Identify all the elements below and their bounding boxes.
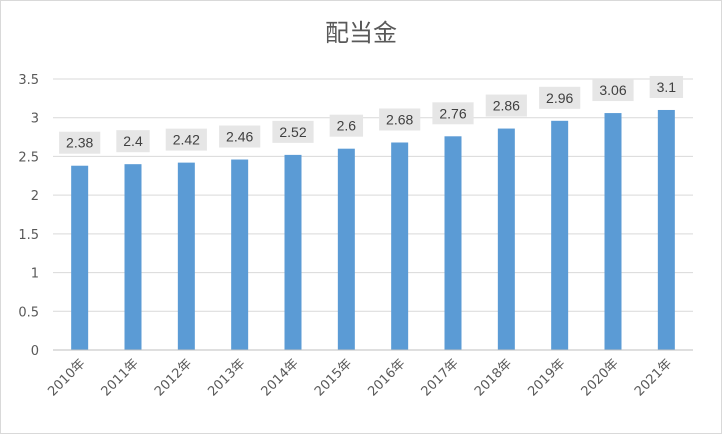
data-label-box [539, 86, 581, 109]
bar [177, 162, 195, 350]
data-label: 3.06 [599, 82, 626, 98]
data-label: 2.46 [226, 129, 253, 145]
y-tick-label: 3.5 [18, 73, 39, 88]
x-tick-label: 2019年 [525, 356, 568, 399]
data-label: 2.76 [439, 105, 466, 121]
bars [71, 109, 675, 350]
data-label: 2.38 [66, 135, 93, 151]
bar [231, 159, 249, 350]
x-tick-label: 2020年 [579, 356, 622, 399]
gridlines [53, 78, 693, 312]
data-label-box [59, 131, 101, 154]
y-tick-label: 2.5 [18, 150, 39, 165]
data-label: 3.1 [657, 79, 677, 95]
x-tick-label: 2011年 [99, 356, 142, 399]
data-label-box [165, 128, 207, 151]
y-tick-label: 1.5 [18, 228, 39, 243]
x-axis: 2010年 2011年 2012年 2013年 2014年 2015年 2016年 2017年… [45, 349, 693, 399]
x-tick-label: 2012年 [152, 356, 195, 399]
bar [551, 120, 569, 350]
data-label: 2.42 [173, 132, 200, 148]
y-tick-label: 1 [31, 267, 39, 282]
x-tick-label: 2010年 [45, 356, 88, 399]
data-label: 2.86 [493, 98, 520, 114]
bar [657, 109, 675, 350]
data-label-box [219, 125, 261, 148]
x-tick-label: 2015年 [312, 356, 355, 399]
x-tick-label: 2013年 [205, 356, 248, 399]
data-label-box [272, 120, 314, 143]
data-label-box [649, 75, 684, 98]
y-axis: 0 0.5 1 1.5 2 2.5 3 3.5 [18, 73, 39, 359]
data-label-box [329, 114, 364, 137]
chart-title: 配当金 [325, 19, 397, 47]
data-label: 2.4 [123, 133, 143, 149]
data-label: 2.68 [386, 111, 413, 127]
data-label: 2.52 [279, 124, 306, 140]
data-label: 2.96 [546, 90, 573, 106]
x-tick-label: 2021年 [632, 356, 675, 399]
data-label-box [116, 130, 150, 153]
bar [284, 154, 302, 350]
bar [71, 165, 89, 350]
data-label-box [379, 108, 421, 131]
bar [444, 136, 462, 350]
y-tick-label: 3 [31, 112, 39, 127]
x-tick-label: 2018年 [472, 356, 515, 399]
bar [497, 128, 515, 350]
x-tick-label: 2016年 [365, 356, 408, 399]
bar [124, 164, 142, 350]
y-tick-label: 0.5 [18, 305, 39, 320]
data-label-box [432, 102, 474, 125]
x-tick-label: 2017年 [419, 356, 462, 399]
bar [604, 113, 622, 350]
x-tick-label: 2014年 [259, 356, 302, 399]
bar [391, 142, 409, 350]
y-tick-label: 0 [31, 344, 39, 359]
data-label: 2.6 [337, 118, 357, 134]
bar [337, 148, 355, 350]
y-tick-label: 2 [31, 189, 39, 204]
data-label-box [592, 79, 634, 102]
data-labels: 2.38 2.4 2.42 2.46 2.52 2.6 2.68 2.76 2.86 2.96 3.… [59, 75, 684, 154]
data-label-box [485, 94, 527, 117]
